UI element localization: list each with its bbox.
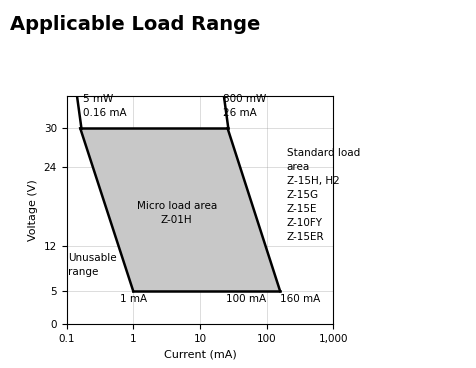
Text: 800 mW: 800 mW — [223, 93, 266, 103]
Y-axis label: Voltage (V): Voltage (V) — [28, 179, 38, 241]
Polygon shape — [80, 128, 280, 291]
Text: Unusable
range: Unusable range — [68, 253, 117, 277]
Text: 160 mA: 160 mA — [280, 294, 320, 304]
X-axis label: Current (mA): Current (mA) — [164, 349, 236, 359]
Text: Micro load area
Z-01H: Micro load area Z-01H — [137, 201, 217, 225]
Text: 1 mA: 1 mA — [120, 294, 147, 304]
Text: 5 mW: 5 mW — [83, 93, 113, 103]
Text: 26 mA: 26 mA — [223, 109, 257, 118]
Text: Standard load
area
Z-15H, H2
Z-15G
Z-15E
Z-10FY
Z-15ER: Standard load area Z-15H, H2 Z-15G Z-15E… — [287, 148, 360, 242]
Text: Applicable Load Range: Applicable Load Range — [10, 15, 260, 34]
Text: 0.16 mA: 0.16 mA — [83, 109, 127, 118]
Text: 100 mA: 100 mA — [227, 294, 267, 304]
